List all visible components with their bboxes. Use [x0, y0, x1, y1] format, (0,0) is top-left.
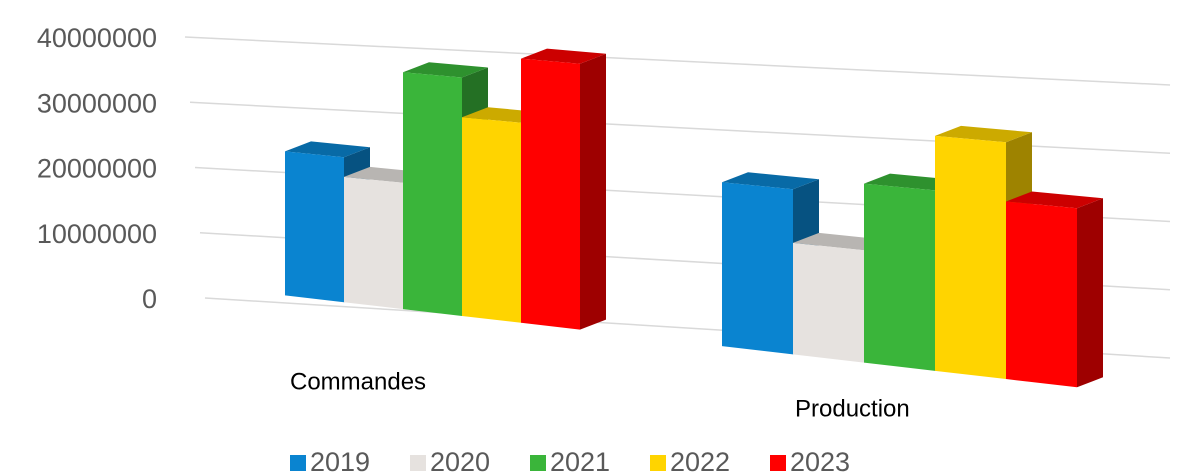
bar-top	[935, 125, 1032, 143]
legend-swatch	[650, 455, 666, 471]
bar-top	[403, 62, 488, 78]
bar-top	[285, 141, 370, 158]
y-tick-label: 40000000	[37, 23, 157, 53]
legend-swatch	[770, 455, 786, 471]
bar-front	[462, 117, 521, 323]
bar-side	[580, 53, 606, 330]
bar-top	[521, 48, 606, 64]
y-tick-label: 20000000	[37, 154, 157, 184]
y-tick-label: 10000000	[37, 219, 157, 249]
bar-front	[403, 72, 462, 316]
legend-label: 2022	[670, 447, 730, 476]
bar-front	[793, 242, 864, 363]
category-label: Commandes	[290, 368, 426, 395]
bar-top	[1006, 191, 1103, 209]
legend-swatch	[290, 455, 306, 471]
category-label: Production	[795, 395, 910, 422]
bar-front	[935, 135, 1006, 380]
legend-label: 2020	[430, 447, 490, 476]
legend-label: 2023	[790, 447, 850, 476]
bar-side	[1077, 198, 1103, 388]
grid-line	[184, 36, 1171, 86]
legend-label: 2019	[310, 447, 370, 476]
bar-front	[722, 182, 793, 355]
bar	[1006, 191, 1103, 388]
bar	[521, 48, 606, 330]
legend-label: 2021	[550, 447, 610, 476]
y-tick-label: 30000000	[37, 88, 157, 118]
bar-front	[344, 176, 403, 310]
bar-front	[285, 151, 344, 303]
y-tick-label: 0	[142, 284, 157, 314]
bar-front	[1006, 201, 1077, 388]
legend-swatch	[410, 455, 426, 471]
legend-swatch	[530, 455, 546, 471]
bar-top	[722, 172, 819, 190]
bar-front	[521, 58, 580, 330]
bar-front	[864, 183, 935, 371]
